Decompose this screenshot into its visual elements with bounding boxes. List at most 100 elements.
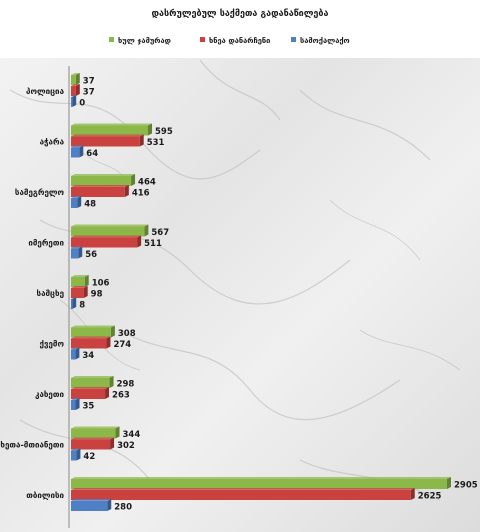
bar bbox=[71, 86, 76, 96]
bar bbox=[71, 75, 76, 85]
legend-swatch-2 bbox=[291, 37, 296, 42]
data-label: 8 bbox=[79, 301, 85, 311]
bar-side-face bbox=[131, 174, 136, 186]
bar-side-face bbox=[105, 387, 110, 399]
bar-side-face bbox=[72, 297, 77, 309]
bar bbox=[71, 226, 145, 237]
bar bbox=[71, 97, 73, 107]
legend-label-1: ხნეა დანარჩენი bbox=[209, 36, 270, 45]
bar-side-face bbox=[110, 325, 115, 338]
bar-side-face bbox=[447, 477, 451, 489]
bar-side-face bbox=[410, 488, 415, 500]
bar-top-face bbox=[71, 174, 136, 176]
data-label: 34 bbox=[82, 351, 94, 361]
bar-top-face bbox=[71, 286, 88, 288]
bar bbox=[71, 490, 411, 500]
bar-top-face bbox=[71, 123, 153, 126]
bar-side-face bbox=[75, 73, 80, 85]
bar-top-face bbox=[71, 499, 112, 501]
bar-side-face bbox=[148, 123, 153, 136]
data-label: 56 bbox=[85, 250, 97, 260]
bar bbox=[71, 299, 73, 309]
bar bbox=[71, 277, 85, 287]
bar bbox=[71, 198, 78, 208]
bar-side-face bbox=[77, 196, 82, 208]
bar-top-face bbox=[71, 477, 451, 479]
data-label: 416 bbox=[132, 189, 150, 199]
bar-top-face bbox=[71, 387, 110, 389]
data-label: 42 bbox=[83, 452, 95, 462]
legend-swatch-1 bbox=[200, 37, 205, 42]
data-label: 98 bbox=[91, 290, 103, 300]
bar bbox=[71, 176, 132, 186]
bar-side-face bbox=[109, 376, 114, 388]
data-label: 308 bbox=[118, 329, 136, 339]
bar-top-face bbox=[71, 95, 77, 97]
bar-side-face bbox=[75, 84, 80, 96]
bar bbox=[71, 338, 107, 349]
bar-top-face bbox=[71, 437, 115, 440]
bar-side-face bbox=[124, 185, 129, 197]
data-label: 263 bbox=[112, 391, 130, 401]
category-label: მცხეთა-მთიანეთი bbox=[0, 441, 64, 450]
bar-side-face bbox=[115, 426, 120, 439]
bar-top-face bbox=[71, 235, 142, 238]
bar bbox=[71, 439, 111, 450]
data-label: 344 bbox=[123, 430, 141, 440]
bar-side-face bbox=[144, 224, 149, 237]
data-label: 2625 bbox=[418, 492, 442, 502]
legend-label-0: ხულ ჯამურად bbox=[118, 36, 171, 45]
data-label: 511 bbox=[144, 239, 162, 249]
category-label: პოლიცია bbox=[26, 87, 65, 96]
bar bbox=[71, 288, 84, 298]
chart-title: დასრულებულ საქმეთა გადანაწილება bbox=[152, 8, 329, 19]
bar-side-face bbox=[107, 499, 112, 511]
bar-top-face bbox=[71, 196, 82, 198]
data-label: 302 bbox=[117, 441, 135, 451]
data-label: 35 bbox=[83, 402, 95, 412]
bar-top-face bbox=[71, 376, 114, 378]
bar-top-face bbox=[71, 398, 80, 400]
data-label: 531 bbox=[147, 138, 165, 148]
category-label: თბილისი bbox=[26, 491, 64, 500]
data-label: 106 bbox=[92, 279, 110, 289]
bar bbox=[71, 187, 125, 197]
data-label: 37 bbox=[83, 88, 95, 98]
bar bbox=[71, 136, 140, 147]
bar-side-face bbox=[78, 246, 83, 259]
data-label: 595 bbox=[155, 127, 173, 137]
bar-top-face bbox=[71, 448, 81, 451]
category-label: სამეგრელო bbox=[15, 187, 65, 197]
data-label: 274 bbox=[113, 340, 131, 350]
legend-swatch-0 bbox=[109, 37, 114, 42]
bar bbox=[71, 479, 447, 489]
bar bbox=[71, 378, 110, 388]
bar-top-face bbox=[71, 84, 80, 86]
bar-top-face bbox=[71, 347, 80, 350]
bar-top-face bbox=[71, 134, 144, 137]
bar-side-face bbox=[76, 448, 81, 461]
data-label: 2905 bbox=[454, 481, 478, 491]
data-label: 48 bbox=[84, 200, 96, 210]
data-label: 37 bbox=[83, 77, 95, 87]
bar-top-face bbox=[71, 185, 129, 187]
bar bbox=[71, 428, 116, 439]
bar-side-face bbox=[84, 275, 89, 287]
bar bbox=[71, 327, 111, 338]
bar-top-face bbox=[71, 488, 415, 490]
bar-side-face bbox=[137, 235, 142, 248]
bar bbox=[71, 147, 80, 158]
data-label: 0 bbox=[79, 99, 85, 109]
category-label: იმერეთი bbox=[28, 238, 64, 248]
bar bbox=[71, 501, 108, 511]
bar bbox=[71, 450, 77, 461]
bar-top-face bbox=[71, 297, 77, 299]
data-label: 298 bbox=[117, 380, 135, 390]
bar-side-face bbox=[75, 398, 80, 410]
bar-top-face bbox=[71, 145, 84, 148]
bar bbox=[71, 237, 138, 248]
bar-side-face bbox=[83, 286, 88, 298]
bars: პოლიცია37370აჭარა59553164სამეგრელო464416… bbox=[0, 73, 478, 513]
bar-side-face bbox=[75, 347, 80, 360]
category-label: სამცხე bbox=[37, 289, 64, 298]
